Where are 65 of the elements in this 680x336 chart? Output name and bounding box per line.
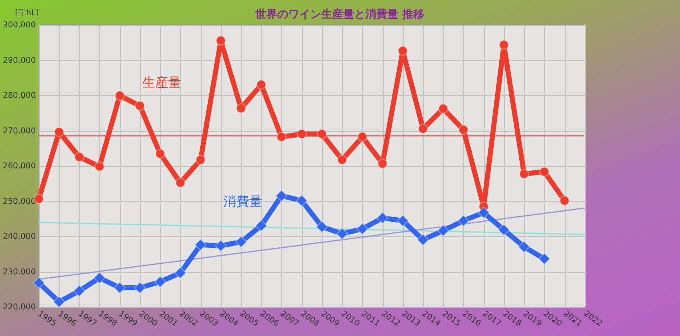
point [316,220,328,233]
point [499,40,510,50]
point [215,240,228,252]
point [560,196,570,206]
point [317,129,328,140]
point [235,236,248,248]
point [114,90,125,101]
point [176,178,186,188]
point [236,104,246,114]
point [418,124,428,134]
point [155,149,166,160]
y-tick-label: 240,000 [2,232,36,241]
point [53,296,66,308]
y-tick-label: 220,000 [2,302,36,312]
point [356,223,369,236]
point [337,155,348,166]
point [94,272,106,284]
point [154,276,166,288]
point [417,234,430,246]
point [478,206,490,219]
point [538,253,551,266]
series-label: 消費量 [223,194,262,210]
y-tick-label: 270,000 [2,126,36,136]
point [398,46,408,56]
point [255,220,268,232]
y-tick-label: 280,000 [2,91,36,100]
point [438,104,448,114]
y-axis-title: [千hL] [15,8,40,18]
point [336,228,348,240]
y-tick-label: 230,000 [2,267,36,276]
point [174,267,187,280]
point [74,152,85,162]
point [358,132,368,142]
point [458,214,470,227]
point [216,36,226,46]
point [74,285,86,298]
point [135,101,146,112]
point [397,214,410,227]
point [54,127,64,138]
point [276,132,287,142]
point [296,194,308,207]
point [378,158,388,169]
point [519,169,530,180]
y-tick-label: 250,000 [2,196,36,206]
point [196,155,206,166]
y-tick-label: 300,000 [2,20,36,30]
point [194,238,207,251]
y-tick-label: 260,000 [2,162,36,170]
series-label: 生産量 [142,75,182,91]
point [437,224,450,237]
point [458,125,469,136]
point [376,212,389,224]
y-tick-label: 290,000 [2,56,36,65]
point [94,162,105,172]
point [296,129,307,140]
point [498,224,510,236]
point [114,282,126,294]
point [134,282,146,294]
point [33,277,46,290]
point [34,194,44,204]
point [276,190,288,202]
point [256,80,266,90]
chart-title: 世界のワイン生産量と消費量 推移 [254,8,424,21]
point [540,166,550,177]
point [518,241,530,254]
